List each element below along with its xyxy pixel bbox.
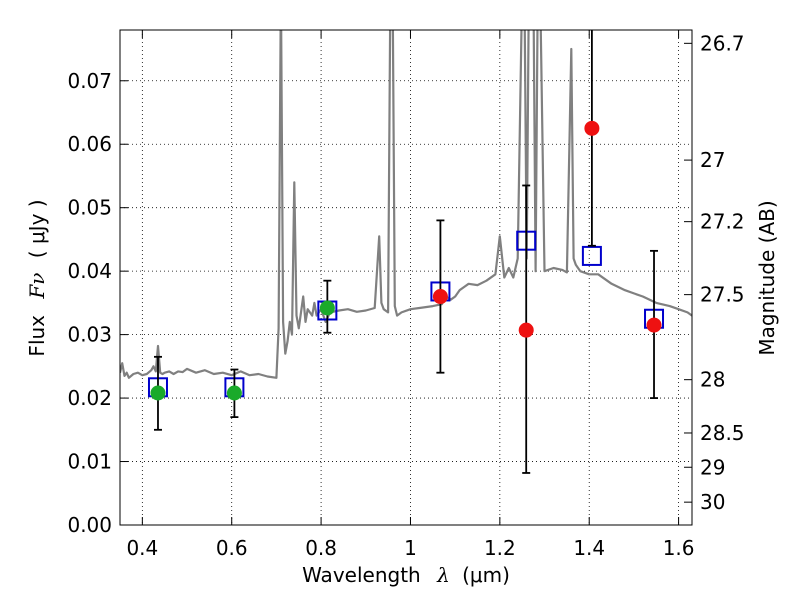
y-axis-label-text: Flux	[25, 315, 49, 357]
y-tick-label: 0.00	[67, 513, 112, 537]
y-axis-label: Flux Fν ( μJy )	[25, 199, 49, 356]
y2-tick-label: 28.5	[700, 421, 745, 445]
x-tick-label: 1.4	[573, 536, 605, 560]
plot-background	[120, 30, 692, 525]
measurement-point-green	[319, 300, 335, 316]
y2-tick-label: 27	[700, 148, 725, 172]
y2-axis-ticks: 26.7 27 27.2 27.5 28 28.5 29 30	[684, 31, 745, 514]
y-axis-ticks: 0.00 0.01 0.02 0.03 0.04 0.05 0.06 0.07	[67, 69, 128, 537]
x-tick-label: 0.6	[216, 536, 248, 560]
y2-tick-label: 27.5	[700, 283, 745, 307]
y-tick-label: 0.04	[67, 259, 112, 283]
y2-tick-label: 26.7	[700, 31, 745, 55]
y-tick-label: 0.07	[67, 69, 112, 93]
y2-tick-label: 27.2	[700, 210, 745, 234]
x-axis-label-text: Wavelength	[302, 563, 421, 587]
y-tick-label: 0.05	[67, 196, 112, 220]
x-axis-unit: (μm)	[462, 563, 510, 587]
x-axis-ticks: 0.4 0.6 0.8 1 1.2 1.4 1.6	[126, 30, 695, 560]
measurement-point-red	[518, 322, 534, 338]
spectrum-layer	[120, 30, 692, 379]
x-axis-label: Wavelength λ (μm)	[302, 563, 510, 587]
measurement-point-green	[226, 385, 242, 401]
spectrum-line	[120, 30, 692, 379]
measurement-points	[150, 120, 662, 401]
y-axis-symbol: Fν	[25, 273, 49, 300]
x-tick-label: 1.6	[663, 536, 695, 560]
y-axis-unit: ( μJy )	[25, 199, 49, 258]
x-tick-label: 0.4	[126, 536, 158, 560]
x-tick-label: 1.2	[484, 536, 516, 560]
y2-tick-label: 30	[700, 490, 725, 514]
y-tick-label: 0.02	[67, 386, 112, 410]
y2-axis-label: Magnitude (AB)	[755, 200, 779, 355]
measurement-point-red	[432, 289, 448, 305]
plot-frame	[119, 29, 693, 526]
y2-tick-label: 29	[700, 455, 725, 479]
measurement-point-red	[584, 120, 600, 136]
model-point	[581, 245, 602, 266]
y-tick-label: 0.03	[67, 323, 112, 347]
y-tick-label: 0.01	[67, 450, 112, 474]
measurement-point-red	[646, 317, 662, 333]
y2-tick-label: 28	[700, 368, 725, 392]
x-tick-label: 0.8	[305, 536, 337, 560]
measurement-point-green	[150, 385, 166, 401]
y-tick-label: 0.06	[67, 132, 112, 156]
x-tick-label: 1	[404, 536, 417, 560]
x-axis-symbol: λ	[436, 563, 450, 587]
